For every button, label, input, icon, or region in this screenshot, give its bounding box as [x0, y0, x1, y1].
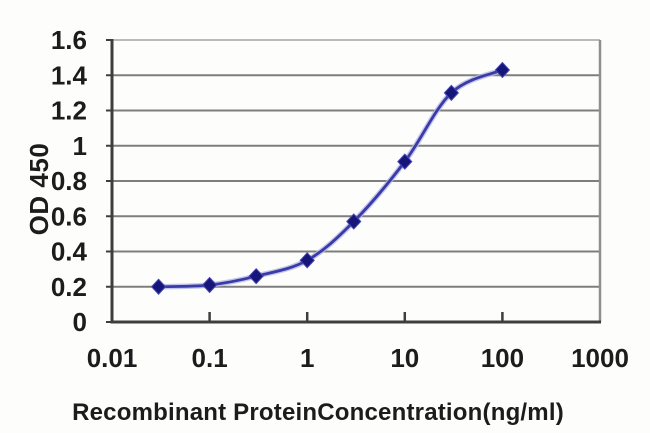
y-tick-label: 0 [73, 307, 87, 337]
data-point-marker [494, 61, 511, 79]
y-tick-label: 0.8 [51, 166, 87, 196]
data-point-marker [299, 252, 315, 269]
y-tick-label: 0.6 [51, 201, 87, 231]
data-point-marker [397, 153, 413, 170]
x-tick-label: 0.1 [192, 343, 228, 373]
data-point-marker [150, 278, 167, 295]
series-line-halo [158, 67, 504, 290]
x-tick-label: 10 [390, 343, 419, 373]
y-axis-title: OD 450 [24, 143, 54, 236]
axis-ticks [106, 39, 504, 323]
data-point-marker [346, 213, 362, 230]
x-tick-label: 100 [481, 343, 524, 373]
y-tick-label: 1.6 [51, 25, 87, 55]
y-tick-label: 1.4 [51, 60, 88, 90]
tick-labels: 0 0.2 0.4 0.6 0.8 1 1.2 1.4 1.6 0.01 0.1 1 10 100 1000 [51, 25, 629, 373]
data-point-marker [201, 276, 218, 294]
data-point-marker [248, 267, 264, 285]
gridlines [112, 74, 600, 288]
data-series [150, 61, 511, 295]
x-tick-label: 0.01 [87, 343, 138, 373]
x-tick-label: 1000 [571, 343, 629, 373]
y-tick-label: 1.2 [51, 96, 87, 126]
y-tick-label: 0.2 [51, 272, 87, 302]
series-line [158, 68, 503, 289]
data-point-marker [443, 84, 460, 102]
x-axis-title: Recombinant ProteinConcentration(ng/ml) [72, 399, 564, 426]
y-tick-label: 1 [73, 131, 87, 161]
y-tick-label: 0.4 [51, 237, 88, 267]
x-tick-label: 1 [300, 343, 314, 373]
